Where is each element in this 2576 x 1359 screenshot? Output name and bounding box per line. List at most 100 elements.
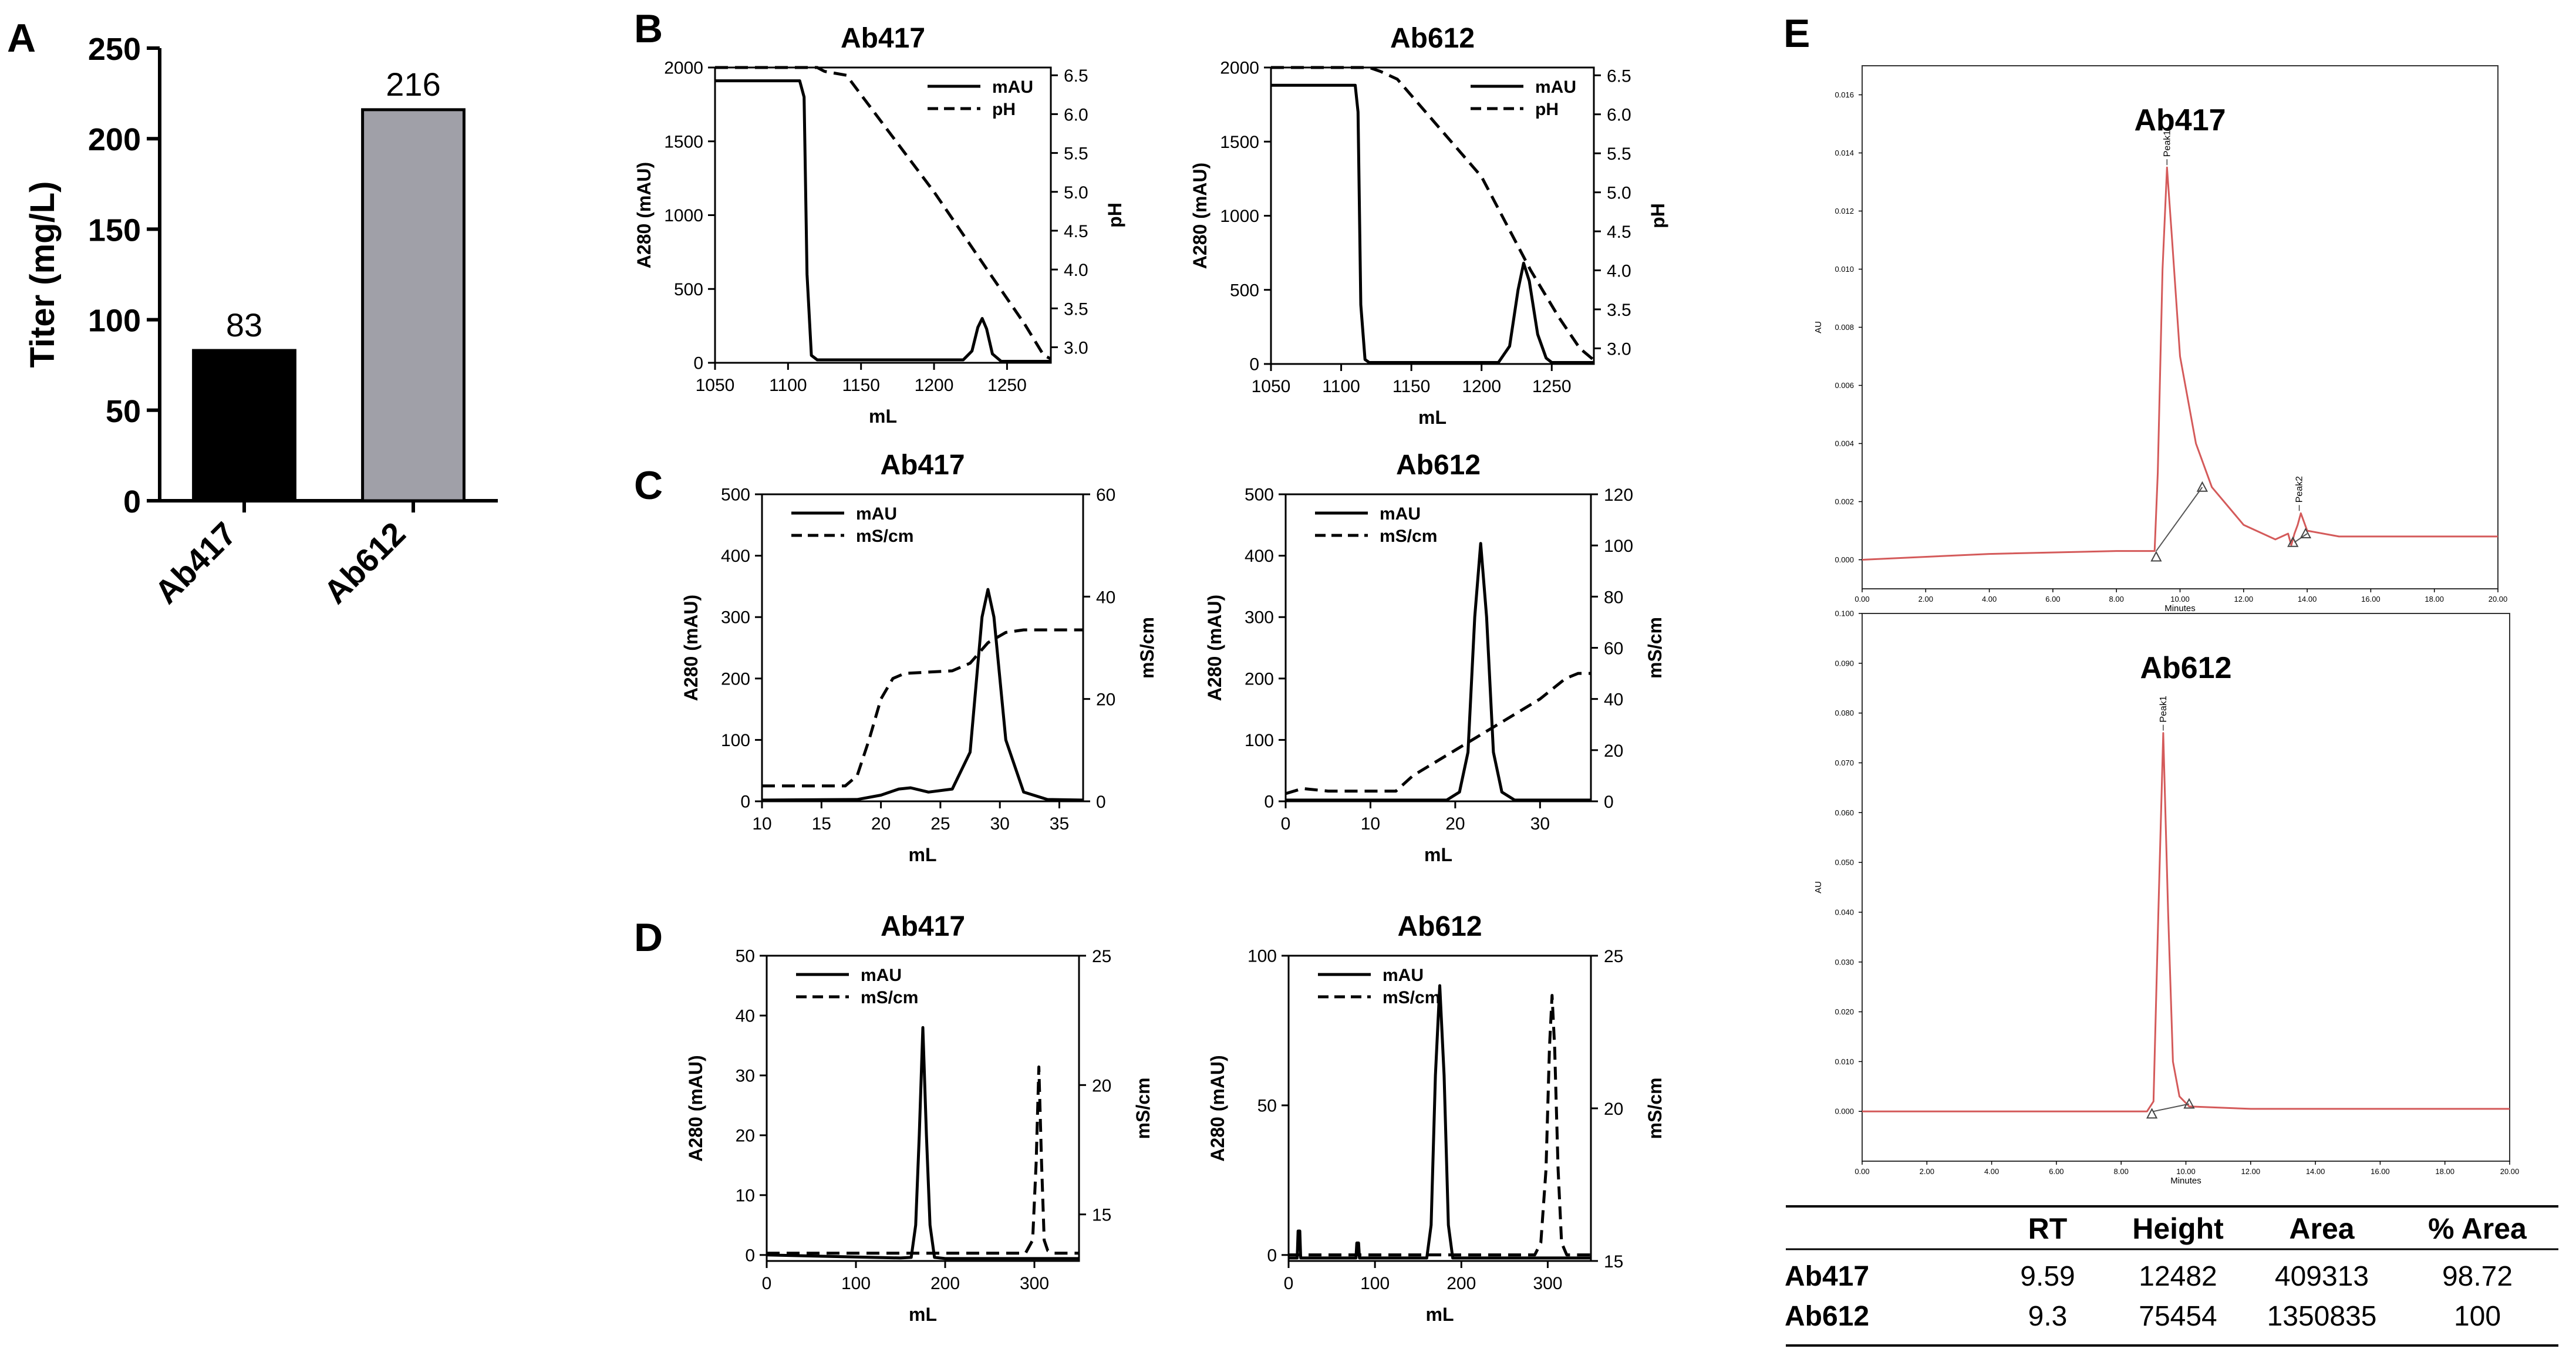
line-chart-E2: 0.00 2.00 4.00 6.00 8.00 10.00 12.00 14.00 16.00… — [1813, 609, 2519, 1186]
peak-label: Peak1 — [2159, 696, 2169, 722]
table-row-label: Ab612 — [1785, 1301, 1869, 1332]
y2-tick-label: 6.5 — [1607, 66, 1631, 86]
y2-tick-label: 5.0 — [1607, 184, 1631, 203]
y-tick-label: 1000 — [1220, 207, 1259, 226]
y-tick-label: 0.070 — [1835, 758, 1854, 767]
legend-label: mAU — [992, 77, 1033, 97]
x-tick-label: 12.00 — [2241, 1167, 2261, 1176]
y-tick-label: 0 — [123, 484, 141, 520]
y2-tick-label: 6.5 — [1064, 66, 1088, 86]
table-cell: 75454 — [2139, 1301, 2217, 1332]
x-tick-label: 6.00 — [2049, 1167, 2064, 1176]
x-tick-label: 18.00 — [2435, 1167, 2454, 1176]
y2-tick-label: 20 — [1096, 690, 1115, 710]
table-cell: 100 — [2454, 1301, 2501, 1332]
x-axis-label: Minutes — [2164, 603, 2196, 613]
y-tick-label: 500 — [721, 485, 750, 505]
y2-tick-label: 4.0 — [1607, 262, 1631, 281]
x-tick-label: 1050 — [696, 376, 735, 395]
y-tick-label: 500 — [1230, 281, 1259, 300]
y-tick-label: 0 — [1264, 793, 1274, 812]
y-tick-label: 1000 — [664, 206, 703, 225]
x-tick-label: 100 — [841, 1274, 871, 1293]
plot-frame — [1284, 493, 1592, 802]
series-pH — [715, 66, 1052, 360]
y-tick-label: 0.040 — [1835, 908, 1854, 916]
y2-tick-label: 25 — [1604, 947, 1623, 966]
series-mS/cm — [1289, 994, 1591, 1257]
y-axis-label: A280 (mAU) — [1207, 1055, 1228, 1161]
series-mAU — [766, 1026, 1079, 1260]
integration-marker — [2299, 527, 2312, 538]
x-tick-label: 35 — [1050, 814, 1069, 834]
y-tick-label: 0.010 — [1835, 1057, 1854, 1066]
legend-label: mAU — [1383, 966, 1424, 985]
bar-Ab417 — [192, 349, 296, 503]
x-tick-label: 20 — [871, 814, 891, 834]
chart-title: Ab417 — [841, 23, 925, 54]
y2-tick-label: 15 — [1092, 1206, 1111, 1225]
series-trace — [1862, 732, 2510, 1112]
series-mAU — [1289, 984, 1591, 1260]
y-axis-label: AU — [1813, 881, 1823, 893]
bar-value-label: 83 — [226, 306, 262, 343]
y2-axis-label: mS/cm — [1644, 1078, 1665, 1139]
table-cell: 409313 — [2275, 1261, 2369, 1292]
y-tick-label: 0 — [1267, 1246, 1277, 1265]
x-axis-label: mL — [1418, 407, 1447, 428]
y-tick-label: 100 — [1245, 731, 1274, 750]
x-tick-label: 0 — [1284, 1274, 1294, 1293]
x-tick-label: 1100 — [769, 376, 807, 395]
y-tick-label: 0.004 — [1835, 439, 1854, 448]
x-tick-label: Ab417 — [147, 515, 243, 611]
plot-frame — [1862, 613, 2510, 1162]
panel-label-C: C — [634, 463, 663, 508]
x-tick-label: 12.00 — [2234, 595, 2254, 603]
x-tick-label: 300 — [1020, 1274, 1049, 1293]
x-tick-label: Ab612 — [316, 515, 412, 611]
series-mAU — [761, 588, 1084, 802]
legend-label: mS/cm — [861, 988, 918, 1007]
y-tick-label: 0.060 — [1835, 808, 1854, 817]
x-axis-label: mL — [909, 1304, 937, 1325]
y2-tick-label: 3.5 — [1607, 301, 1631, 320]
y-tick-label: 0.006 — [1835, 381, 1854, 390]
y-tick-label: 0.080 — [1835, 709, 1854, 717]
x-tick-label: 20 — [1445, 814, 1465, 834]
y-tick-label: 0 — [740, 793, 750, 812]
x-tick-label: 15 — [812, 814, 831, 834]
integration-marker — [2150, 551, 2162, 562]
x-tick-label: 100 — [1360, 1274, 1390, 1293]
legend-label: mS/cm — [1380, 527, 1437, 546]
y-tick-label: 2000 — [664, 59, 703, 78]
series-baseline — [2156, 487, 2203, 552]
x-tick-label: 10 — [752, 814, 771, 834]
y2-tick-label: 0 — [1096, 793, 1106, 812]
y-tick-label: 100 — [88, 304, 141, 339]
peak-label: Peak1 — [2162, 130, 2172, 157]
series-trace — [1862, 166, 2498, 561]
plot-frame — [1862, 65, 2499, 589]
y2-axis-label: pH — [1104, 203, 1125, 228]
y-tick-label: 1500 — [1220, 133, 1259, 152]
x-tick-label: 10 — [1361, 814, 1380, 834]
series-pH — [1271, 66, 1595, 362]
legend-label: mAU — [861, 966, 902, 985]
y-tick-label: 0.014 — [1835, 149, 1854, 157]
y2-tick-label: 20 — [1604, 1100, 1623, 1119]
y-axis-label: Titer (mg/L) — [23, 181, 62, 368]
chart-title: Ab612 — [1397, 911, 1482, 942]
x-tick-label: 2.00 — [1920, 1167, 1934, 1176]
x-tick-label: 1050 — [1252, 377, 1291, 396]
y-axis-label: A280 (mAU) — [633, 162, 655, 268]
y-tick-label: 0.090 — [1835, 659, 1854, 667]
chart-title: Ab417 — [2134, 103, 2226, 137]
x-tick-label: 16.00 — [2371, 1167, 2390, 1176]
y-axis-label: A280 (mAU) — [1189, 163, 1211, 269]
y2-tick-label: 6.0 — [1607, 106, 1631, 125]
y2-tick-label: 40 — [1604, 690, 1623, 710]
panel-label-A: A — [7, 16, 36, 60]
x-tick-label: 0.00 — [1855, 1167, 1869, 1176]
